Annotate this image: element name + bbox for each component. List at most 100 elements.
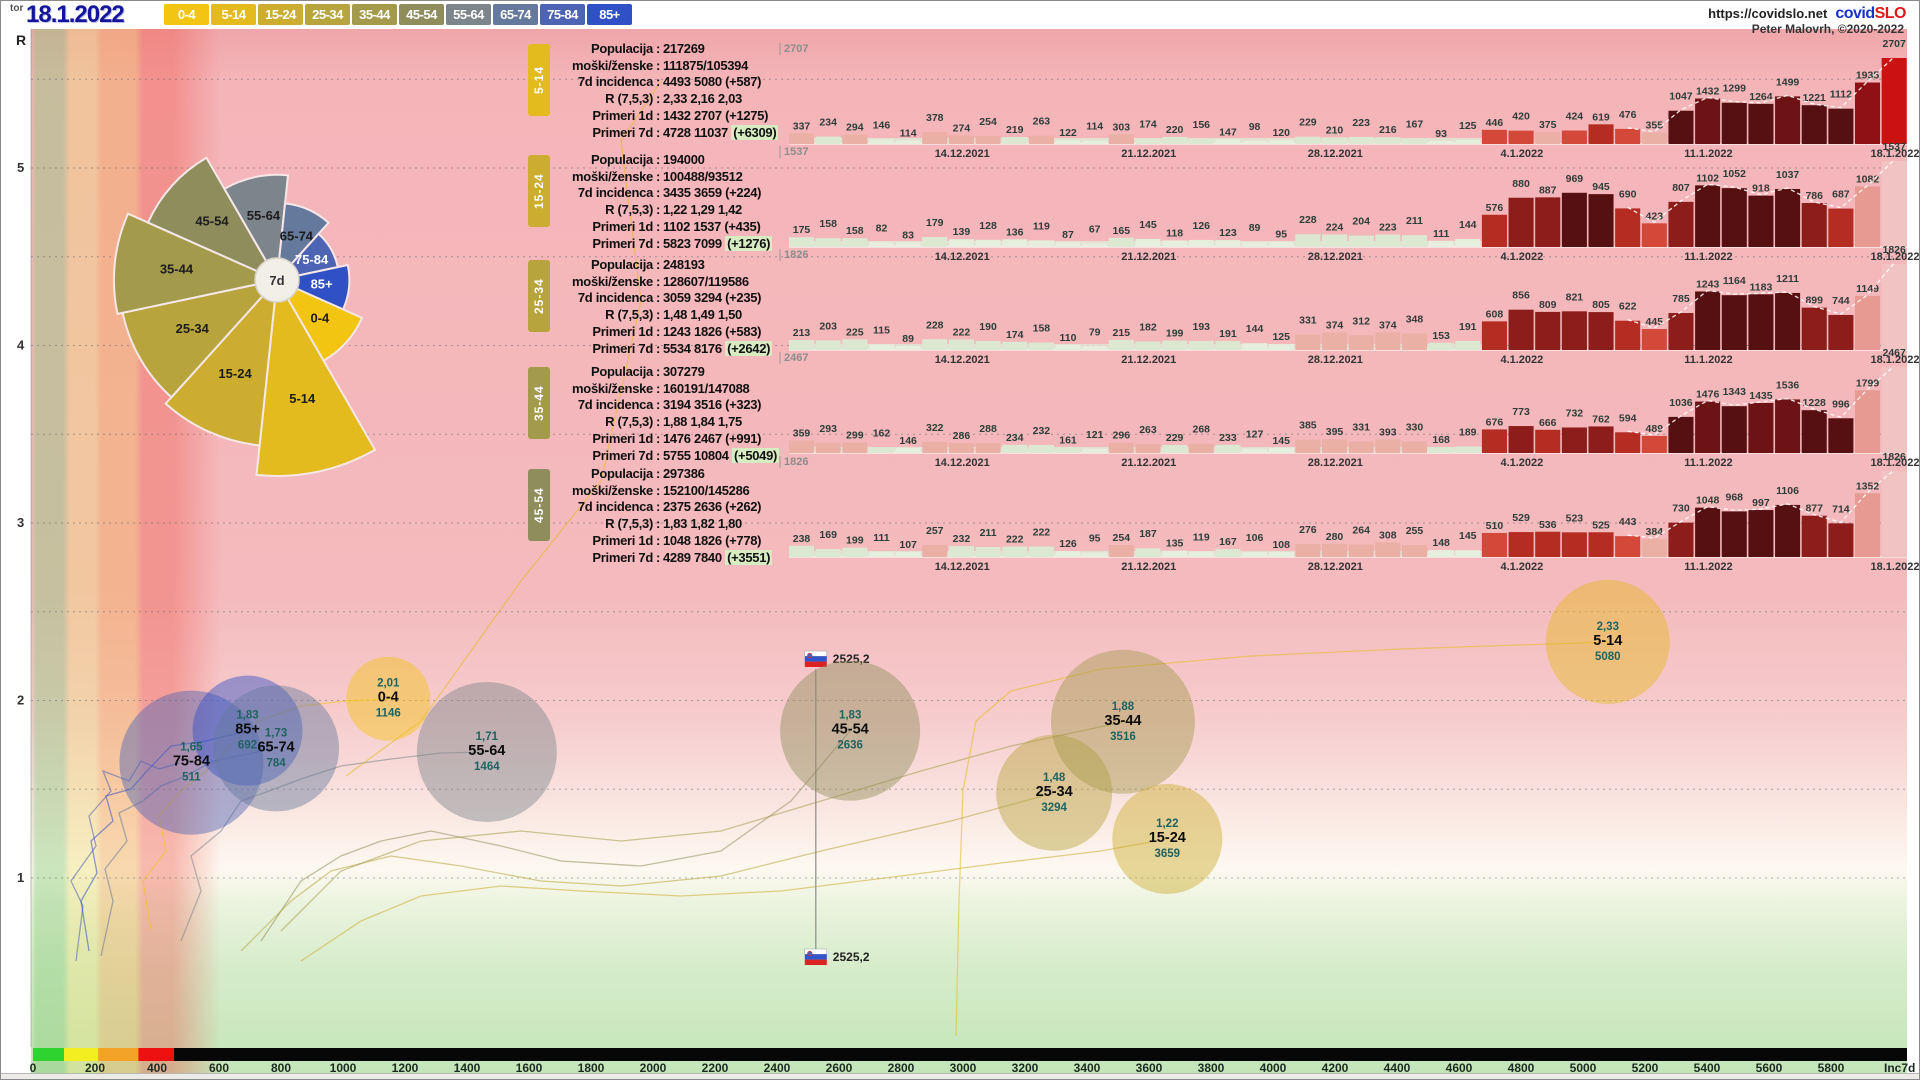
bubble-35-44[interactable] <box>1050 649 1195 794</box>
bar-value-label: 809 <box>1539 299 1557 311</box>
bar-35-44 <box>1668 416 1694 453</box>
bubble-inc-value: 2636 <box>837 740 863 752</box>
bubble-65-74[interactable] <box>213 685 340 812</box>
bar-25-34 <box>1561 311 1587 350</box>
bubble-75-84[interactable] <box>119 690 264 835</box>
stat-line: Primeri 7d:4289 7840 (+3551) <box>549 549 781 566</box>
bar-value-label: 945 <box>1592 181 1610 193</box>
bubble-0-4[interactable] <box>346 656 431 741</box>
stat-value: 2375 2636 (+262) <box>663 499 762 515</box>
bar-value-label: 807 <box>1672 182 1690 194</box>
age-filter-button-0-4[interactable]: 0-4 <box>164 4 209 25</box>
bar-value-label: 233 <box>1219 432 1237 444</box>
rose-slice-35-44[interactable] <box>112 212 281 316</box>
panel-tab-25-34[interactable]: 25-34 <box>528 260 550 332</box>
bar-45-54 <box>1242 552 1268 557</box>
rose-slice-15-24[interactable] <box>164 277 279 447</box>
age-filter-button-15-24[interactable]: 15-24 <box>258 4 303 25</box>
stat-line: R (7,5,3):1,22 1,29 1,42 <box>549 201 781 218</box>
bubble-55-64[interactable] <box>416 681 557 822</box>
bar-value-label: 79 <box>1089 326 1101 338</box>
stat-colon: : <box>655 431 661 447</box>
bar-15-24 <box>1561 192 1587 247</box>
age-filter-button-45-54[interactable]: 45-54 <box>399 4 444 25</box>
age-filter-button-65-74[interactable]: 65-74 <box>493 4 538 25</box>
bubble-45-54[interactable] <box>780 660 921 801</box>
bar-15-24 <box>1322 234 1348 247</box>
bar-value-label: 125 <box>1459 120 1477 132</box>
stat-label: R (7,5,3) <box>605 91 653 107</box>
panel-tab-15-24[interactable]: 15-24 <box>528 155 550 227</box>
bubble-15-24[interactable] <box>1112 783 1223 894</box>
bar-25-34 <box>1615 320 1641 350</box>
bar-value-label: 355 <box>1646 120 1664 132</box>
stat-label: Primeri 1d <box>592 108 653 124</box>
bar-25-34 <box>1721 295 1747 350</box>
weekday-label: tor <box>10 3 24 14</box>
y-axis-title: R <box>16 32 26 48</box>
stat-colon: : <box>655 549 661 565</box>
bar-value-label: 106 <box>1246 532 1264 544</box>
bar-value-label: 1164 <box>1723 275 1746 287</box>
bar-5-14 <box>1215 139 1241 144</box>
colorbar-segment <box>64 1048 99 1061</box>
x-tick-label: 1600 <box>516 1061 543 1075</box>
panel-tab-5-14[interactable]: 5-14 <box>528 44 550 116</box>
stat-value: 3435 3659 (+224) <box>663 185 762 201</box>
bubble-5-14[interactable] <box>1545 579 1670 704</box>
bar-value-label: 1112 <box>1830 89 1852 101</box>
bar-value-label: 165 <box>1113 225 1131 237</box>
bar-45-54 <box>1588 532 1614 557</box>
stat-label: Primeri 7d <box>592 124 653 140</box>
bar-25-34 <box>1215 341 1241 350</box>
age-filter-button-25-34[interactable]: 25-34 <box>305 4 350 25</box>
age-filter-button-55-64[interactable]: 55-64 <box>446 4 491 25</box>
week-date-label: 11.1.2022 <box>1684 354 1732 366</box>
age-filter-button-5-14[interactable]: 5-14 <box>211 4 256 25</box>
bar-value-label: 395 <box>1326 426 1344 438</box>
rose-center-circle <box>254 257 300 303</box>
bar-value-label: 1048 <box>1696 495 1720 507</box>
x-tick-label: 200 <box>85 1061 105 1075</box>
panel-tab-45-54[interactable]: 45-54 <box>528 469 550 541</box>
bar-35-44 <box>1721 406 1747 453</box>
bar-value-label: 732 <box>1566 407 1584 419</box>
bar-value-label: 139 <box>953 226 971 238</box>
bar-value-label: 87 <box>1062 229 1074 241</box>
bar-value-label: 294 <box>846 122 864 134</box>
rose-slice-5-14[interactable] <box>255 276 377 477</box>
bar-25-34 <box>1162 340 1188 350</box>
age-filter-button-35-44[interactable]: 35-44 <box>352 4 397 25</box>
bar-45-54 <box>1615 536 1641 557</box>
bar-value-label: 148 <box>1432 537 1450 549</box>
date-display[interactable]: 18.1.2022 <box>26 1 125 28</box>
age-filter-button-75-84[interactable]: 75-84 <box>540 4 585 25</box>
rose-slice-25-34[interactable] <box>121 278 280 399</box>
bar-value-label: 330 <box>1406 421 1424 433</box>
week-date-label: 4.1.2022 <box>1500 354 1543 366</box>
bar-15-24 <box>1508 197 1534 247</box>
panel-tab-35-44[interactable]: 35-44 <box>528 367 550 439</box>
trail-5-14 <box>345 80 1609 1037</box>
rose-slice-label: 0-4 <box>310 311 330 326</box>
bubble-25-34[interactable] <box>996 734 1113 851</box>
bar-35-44 <box>1535 429 1561 453</box>
bar-value-label: 114 <box>900 127 917 139</box>
rose-slice-65-74[interactable] <box>275 202 330 283</box>
bar-value-label: 204 <box>1352 216 1370 228</box>
bar-value-label: 322 <box>926 422 944 434</box>
bar-5-14 <box>1588 124 1614 144</box>
bar-25-34 <box>1828 314 1854 350</box>
bar-value-label: 213 <box>793 327 811 339</box>
bubble-85+[interactable] <box>192 675 303 786</box>
bar-value-label: 203 <box>819 320 837 332</box>
rose-slice-45-54[interactable] <box>146 156 280 283</box>
trail-65-74 <box>100 747 277 957</box>
bar-15-24 <box>1881 161 1907 247</box>
bar-value-label: 114 <box>1086 120 1103 132</box>
age-filter-button-85+[interactable]: 85+ <box>587 4 632 25</box>
stat-label: Populacija <box>590 465 653 481</box>
bubble-R-value: 2,33 <box>1597 621 1619 633</box>
stat-value: 217269 <box>663 40 705 56</box>
bar-45-54 <box>1002 546 1028 557</box>
